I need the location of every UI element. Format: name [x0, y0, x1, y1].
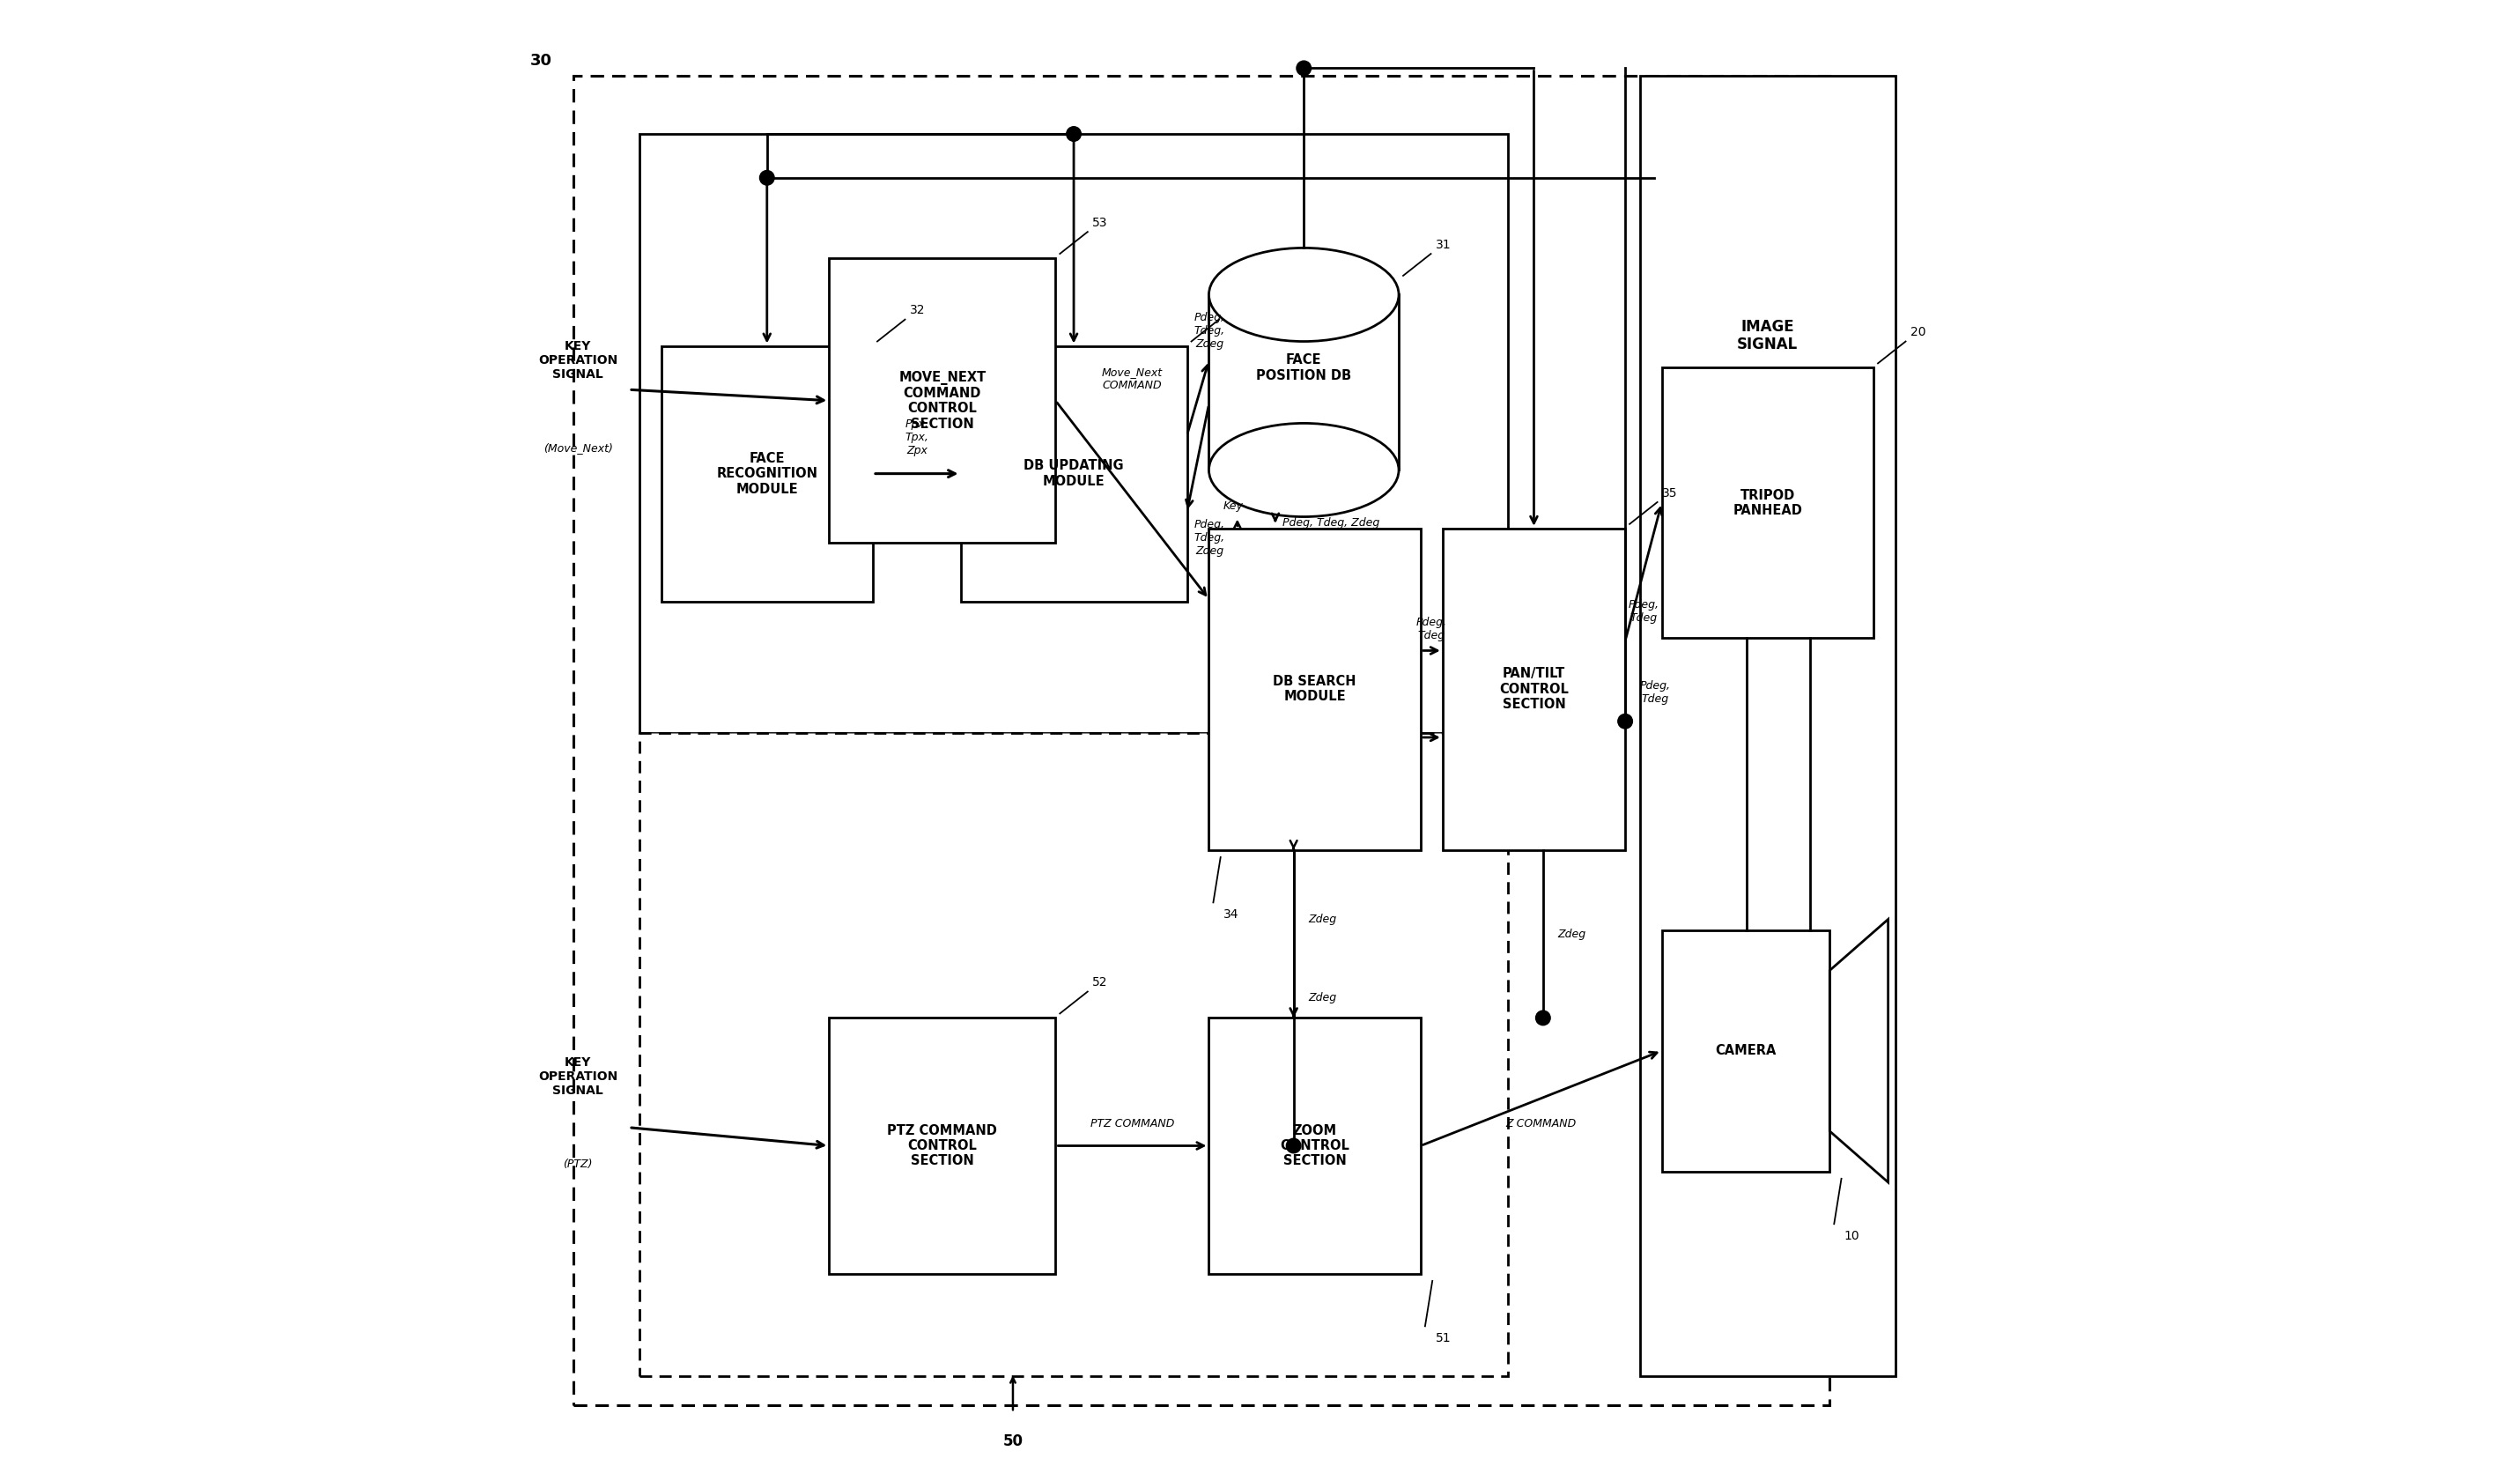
Text: 32: 32 — [910, 305, 925, 317]
Text: FACE
POSITION DB: FACE POSITION DB — [1255, 353, 1351, 383]
Text: Zdeg: Zdeg — [1557, 928, 1585, 940]
Text: Pdeg,
Tdeg: Pdeg, Tdeg — [1641, 680, 1671, 705]
Text: TRIPOD
PANHEAD: TRIPOD PANHEAD — [1734, 488, 1802, 517]
FancyBboxPatch shape — [1210, 295, 1399, 471]
FancyBboxPatch shape — [1210, 1017, 1421, 1274]
Ellipse shape — [1210, 248, 1399, 342]
Circle shape — [1618, 714, 1633, 729]
Text: (Move_Next): (Move_Next) — [544, 443, 612, 454]
FancyBboxPatch shape — [1661, 931, 1830, 1171]
Text: Pdeg,
Tdeg,
Zdeg: Pdeg, Tdeg, Zdeg — [1194, 519, 1225, 557]
Text: 33: 33 — [1225, 305, 1240, 317]
Text: DB SEARCH
MODULE: DB SEARCH MODULE — [1273, 674, 1356, 704]
Ellipse shape — [1210, 424, 1399, 516]
Text: 51: 51 — [1436, 1333, 1452, 1344]
Text: Pdeg, Tdeg, Zdeg: Pdeg, Tdeg, Zdeg — [1283, 517, 1381, 528]
FancyBboxPatch shape — [640, 133, 1509, 733]
Text: IMAGE
SIGNAL: IMAGE SIGNAL — [1736, 318, 1799, 353]
Text: Zdeg: Zdeg — [1308, 992, 1336, 1004]
FancyBboxPatch shape — [1661, 368, 1872, 638]
Text: 10: 10 — [1845, 1230, 1860, 1242]
FancyBboxPatch shape — [829, 258, 1056, 542]
Text: 30: 30 — [529, 53, 552, 69]
Text: DB UPDATING
MODULE: DB UPDATING MODULE — [1023, 459, 1124, 488]
FancyBboxPatch shape — [1210, 528, 1421, 850]
Text: 53: 53 — [1091, 217, 1106, 229]
Text: MOVE_NEXT
COMMAND
CONTROL
SECTION: MOVE_NEXT COMMAND CONTROL SECTION — [900, 371, 985, 431]
Text: 35: 35 — [1661, 487, 1678, 500]
FancyBboxPatch shape — [829, 1017, 1056, 1274]
Text: Key: Key — [1225, 501, 1245, 512]
Text: 52: 52 — [1091, 976, 1106, 988]
Text: Ppx,
Tpx,
Zpx: Ppx, Tpx, Zpx — [905, 418, 927, 456]
Circle shape — [1535, 1010, 1550, 1025]
FancyBboxPatch shape — [1441, 528, 1625, 850]
Text: ZOOM
CONTROL
SECTION: ZOOM CONTROL SECTION — [1280, 1124, 1351, 1168]
Text: FACE
RECOGNITION
MODULE: FACE RECOGNITION MODULE — [716, 452, 816, 496]
Text: 31: 31 — [1436, 239, 1452, 251]
Text: Z COMMAND: Z COMMAND — [1507, 1119, 1578, 1130]
Text: PTZ COMMAND
CONTROL
SECTION: PTZ COMMAND CONTROL SECTION — [887, 1124, 998, 1168]
Text: Zdeg: Zdeg — [1308, 913, 1336, 925]
FancyBboxPatch shape — [640, 733, 1509, 1377]
Text: (PTZ): (PTZ) — [562, 1158, 592, 1170]
Text: Pdeg,
Tdeg: Pdeg, Tdeg — [1628, 600, 1658, 625]
Circle shape — [1066, 126, 1081, 141]
FancyBboxPatch shape — [575, 76, 1830, 1404]
Text: CAMERA: CAMERA — [1716, 1044, 1777, 1057]
Text: Pdeg,
Tdeg,
Zdeg: Pdeg, Tdeg, Zdeg — [1194, 312, 1225, 350]
FancyBboxPatch shape — [660, 346, 872, 601]
Text: Pdeg,
Tdeg: Pdeg, Tdeg — [1416, 616, 1446, 641]
Text: 50: 50 — [1003, 1434, 1023, 1450]
Text: KEY
OPERATION
SIGNAL: KEY OPERATION SIGNAL — [539, 1056, 617, 1097]
FancyBboxPatch shape — [1641, 76, 1895, 1377]
FancyBboxPatch shape — [960, 346, 1187, 601]
Text: 20: 20 — [1910, 325, 1925, 339]
Text: PTZ COMMAND: PTZ COMMAND — [1091, 1119, 1174, 1130]
Text: PAN/TILT
CONTROL
SECTION: PAN/TILT CONTROL SECTION — [1499, 667, 1567, 711]
Text: Move_Next
COMMAND: Move_Next COMMAND — [1101, 366, 1162, 391]
Text: 34: 34 — [1225, 909, 1240, 921]
Circle shape — [1295, 62, 1310, 76]
Circle shape — [759, 170, 774, 185]
Circle shape — [1285, 1139, 1300, 1154]
Text: KEY
OPERATION
SIGNAL: KEY OPERATION SIGNAL — [539, 340, 617, 381]
